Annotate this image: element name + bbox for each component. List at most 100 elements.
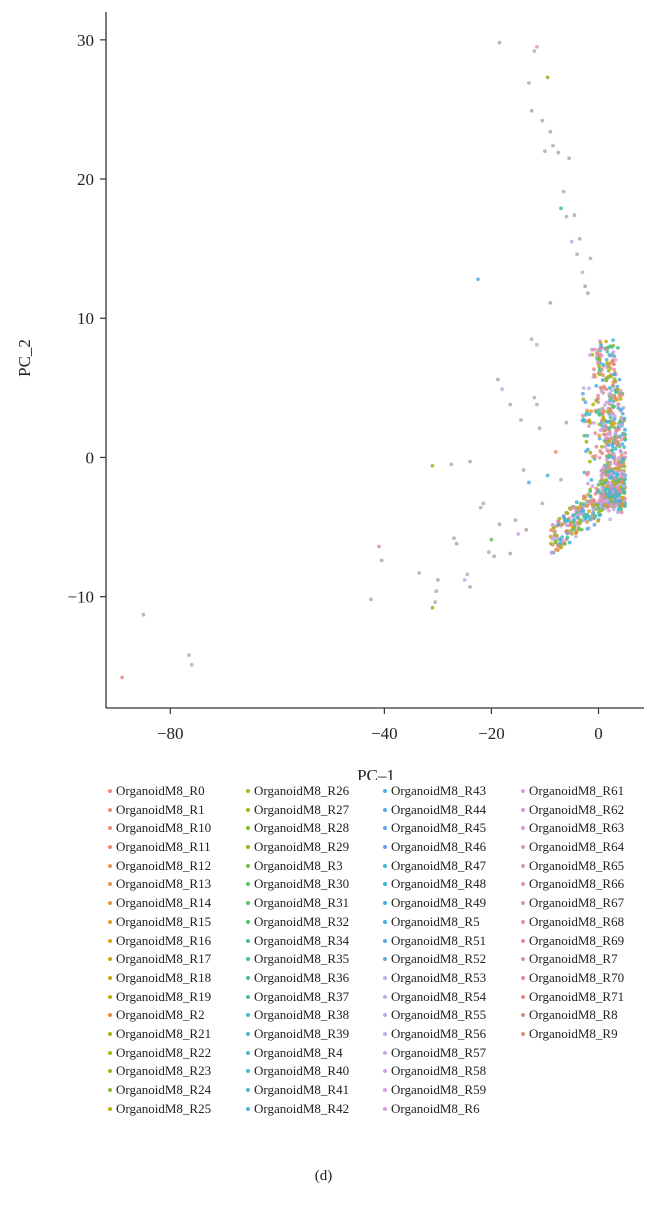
legend-label: OrganoidM8_R9 xyxy=(529,1025,618,1041)
legend-marker xyxy=(521,826,525,831)
legend-item: OrganoidM8_R0 xyxy=(108,782,246,801)
data-point xyxy=(620,423,625,428)
data-point xyxy=(602,403,607,408)
data-point xyxy=(605,361,610,365)
data-point xyxy=(593,431,598,435)
legend-item: OrganoidM8_R51 xyxy=(383,932,521,951)
legend-label: OrganoidM8_R4 xyxy=(254,1044,343,1060)
legend-label: OrganoidM8_R54 xyxy=(391,988,487,1004)
legend-item: OrganoidM8_R24 xyxy=(108,1081,246,1100)
legend-label: OrganoidM8_R30 xyxy=(254,876,350,892)
data-point xyxy=(618,434,622,439)
legend-marker xyxy=(246,1050,250,1055)
data-point xyxy=(601,362,606,367)
data-point xyxy=(529,337,534,341)
plot-points xyxy=(120,40,628,680)
legend-item: OrganoidM8_R26 xyxy=(246,782,383,801)
data-point xyxy=(581,391,585,396)
data-point xyxy=(574,510,579,515)
data-point xyxy=(584,503,589,508)
legend-label: OrganoidM8_R25 xyxy=(116,1100,212,1116)
data-point xyxy=(577,507,582,512)
data-point xyxy=(582,433,587,438)
data-point xyxy=(585,520,590,524)
legend-label: OrganoidM8_R42 xyxy=(254,1100,350,1116)
y-tick-label: −10 xyxy=(67,588,94,607)
legend-item: OrganoidM8_R39 xyxy=(246,1025,383,1044)
data-point xyxy=(532,395,537,400)
legend-item: OrganoidM8_R43 xyxy=(383,782,521,801)
data-point xyxy=(600,412,605,416)
data-point xyxy=(596,393,600,398)
data-point xyxy=(519,418,523,422)
data-point xyxy=(589,409,594,414)
legend-item: OrganoidM8_R70 xyxy=(521,969,647,988)
data-point xyxy=(608,491,612,496)
data-point xyxy=(571,513,576,518)
data-point xyxy=(551,143,555,148)
data-point xyxy=(614,480,619,485)
data-point xyxy=(611,487,616,491)
data-point xyxy=(417,571,422,575)
data-point xyxy=(596,519,600,523)
legend-item: OrganoidM8_R12 xyxy=(108,857,246,876)
legend-item: OrganoidM8_R28 xyxy=(246,819,383,838)
data-point xyxy=(599,508,604,513)
data-point xyxy=(587,515,592,519)
data-point xyxy=(619,510,624,515)
data-point xyxy=(604,357,609,362)
legend-item: OrganoidM8_R55 xyxy=(383,1006,521,1025)
legend-label: OrganoidM8_R44 xyxy=(391,801,487,817)
data-point xyxy=(478,505,483,510)
data-point xyxy=(540,118,545,123)
legend-label: OrganoidM8_R70 xyxy=(529,969,625,985)
data-point xyxy=(588,353,592,357)
legend-label: OrganoidM8_R56 xyxy=(391,1025,487,1041)
data-point xyxy=(611,399,616,404)
data-point xyxy=(527,480,531,485)
data-point xyxy=(578,501,583,506)
data-point xyxy=(497,40,502,45)
data-point xyxy=(599,482,604,487)
data-point xyxy=(584,419,589,424)
legend-item: OrganoidM8_R8 xyxy=(521,1006,647,1025)
data-point xyxy=(593,491,598,496)
data-point xyxy=(611,456,615,460)
data-point xyxy=(587,424,591,428)
data-point xyxy=(612,372,617,377)
data-point xyxy=(430,605,435,610)
legend-item: OrganoidM8_R30 xyxy=(246,875,383,894)
data-point xyxy=(580,413,585,418)
data-point xyxy=(580,418,585,423)
legend-item: OrganoidM8_R53 xyxy=(383,969,521,988)
legend-marker xyxy=(521,1013,525,1018)
data-point xyxy=(604,426,608,431)
data-point xyxy=(617,394,622,398)
legend-item: OrganoidM8_R16 xyxy=(108,932,246,951)
data-point xyxy=(560,535,565,539)
data-point xyxy=(568,506,572,511)
data-point xyxy=(574,530,578,535)
data-point xyxy=(569,521,573,526)
legend-label: OrganoidM8_R46 xyxy=(391,839,487,855)
legend-item: OrganoidM8_R18 xyxy=(108,969,246,988)
legend-marker xyxy=(383,789,387,794)
legend-label: OrganoidM8_R41 xyxy=(254,1082,350,1097)
legend-label: OrganoidM8_R51 xyxy=(391,932,487,948)
data-point xyxy=(599,389,604,394)
data-point xyxy=(597,513,602,517)
data-point xyxy=(623,427,627,432)
data-point xyxy=(597,433,602,438)
data-point xyxy=(614,440,619,445)
legend-marker xyxy=(108,1088,112,1093)
legend-marker xyxy=(108,882,112,887)
data-point xyxy=(613,358,618,362)
data-point xyxy=(598,428,603,433)
x-tick-label: −80 xyxy=(157,724,184,743)
legend-label: OrganoidM8_R8 xyxy=(529,1007,618,1023)
data-point xyxy=(612,354,617,358)
legend-item: OrganoidM8_R25 xyxy=(108,1100,246,1119)
legend-marker xyxy=(521,789,525,794)
legend-label: OrganoidM8_R29 xyxy=(254,839,350,855)
legend-marker xyxy=(383,901,387,906)
